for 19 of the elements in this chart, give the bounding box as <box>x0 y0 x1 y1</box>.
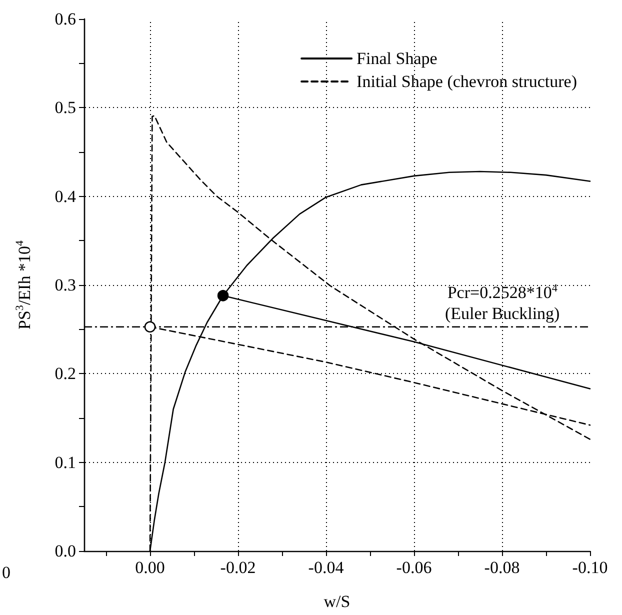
x-tick-label: -0.04 <box>308 558 344 577</box>
text: 0 <box>2 563 10 582</box>
y-tick-label: 0.1 <box>54 452 76 472</box>
ref-line-label: Pcr=0.2528*10$^{4}$ (Euler Buckling) <box>445 282 560 324</box>
x-tick-label: 0.00 <box>135 558 165 577</box>
legend-label: Final Shape <box>356 49 438 68</box>
x-axis-title: w/S <box>324 592 350 611</box>
y-tick-label: 0.6 <box>54 10 76 28</box>
y-tick-label: 0.4 <box>54 186 76 206</box>
y-axis-title: PS3/EIh *104 <box>14 240 34 330</box>
x-tick-label: -0.10 <box>572 558 608 577</box>
x-tick-label: -0.02 <box>220 558 256 577</box>
y-tick-label: 0.5 <box>54 98 76 118</box>
legend-label: Initial Shape (chevron structure) <box>356 72 578 91</box>
x-tick-label: -0.06 <box>396 558 432 577</box>
y-tick-label: 0.2 <box>54 364 76 384</box>
x-tick-label: -0.08 <box>484 558 520 577</box>
y-tick-label: 0.3 <box>54 276 76 294</box>
y-tick-label: 0.0 <box>54 542 76 560</box>
